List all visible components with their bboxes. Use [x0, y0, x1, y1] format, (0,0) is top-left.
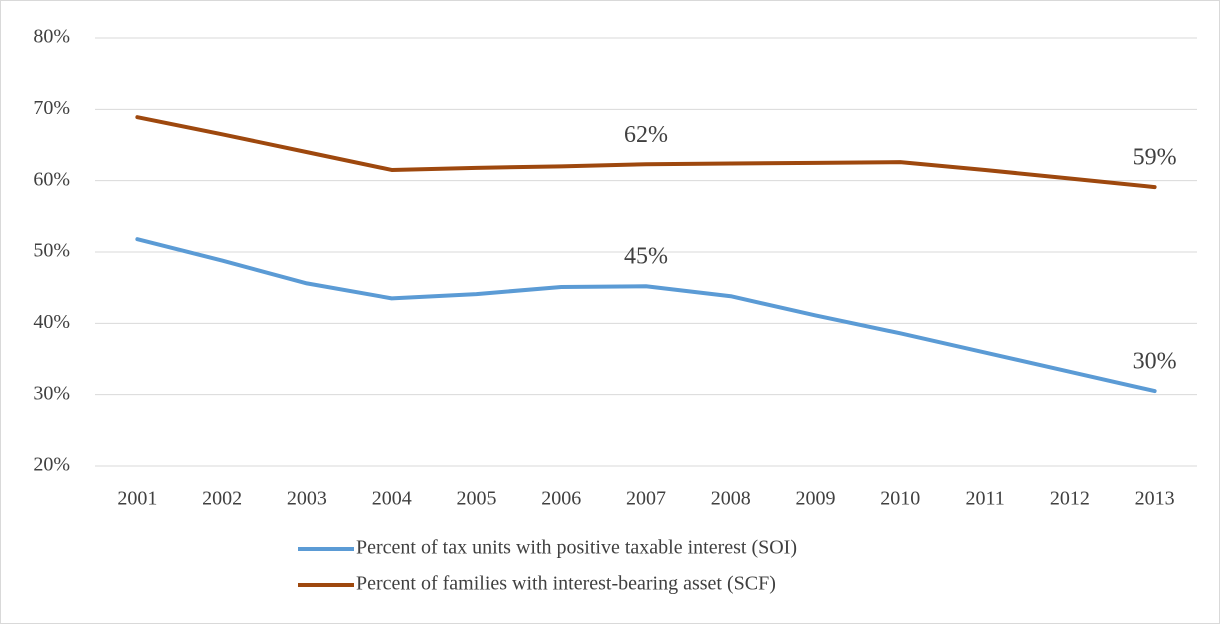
x-tick-label: 2013 — [1135, 488, 1175, 510]
y-tick-label: 20% — [33, 454, 70, 476]
x-tick-label: 2012 — [1050, 488, 1090, 510]
x-tick-label: 2004 — [372, 488, 412, 510]
x-tick-label: 2006 — [541, 488, 581, 510]
y-tick-label: 60% — [33, 168, 70, 190]
x-tick-label: 2008 — [711, 488, 751, 510]
y-tick-label: 80% — [33, 26, 70, 48]
legend-label: Percent of families with interest-bearin… — [356, 573, 776, 595]
x-tick-label: 2011 — [965, 488, 1004, 510]
x-tick-label: 2003 — [287, 488, 327, 510]
x-tick-label: 2005 — [456, 488, 496, 510]
x-tick-label: 2002 — [202, 488, 242, 510]
data-label: 45% — [624, 244, 668, 270]
data-label: 30% — [1133, 349, 1177, 375]
y-tick-label: 40% — [33, 311, 70, 333]
data-label: 59% — [1133, 145, 1177, 171]
series-line — [135, 115, 1157, 190]
x-tick-label: 2007 — [626, 488, 666, 510]
y-tick-label: 70% — [33, 97, 70, 119]
x-tick-label: 2001 — [117, 488, 157, 510]
y-tick-label: 50% — [33, 240, 70, 262]
x-tick-label: 2010 — [880, 488, 920, 510]
legend-label: Percent of tax units with positive taxab… — [356, 537, 797, 559]
data-label: 62% — [624, 122, 668, 148]
series-line — [135, 237, 1157, 394]
x-tick-label: 2009 — [796, 488, 836, 510]
y-tick-label: 30% — [33, 382, 70, 404]
